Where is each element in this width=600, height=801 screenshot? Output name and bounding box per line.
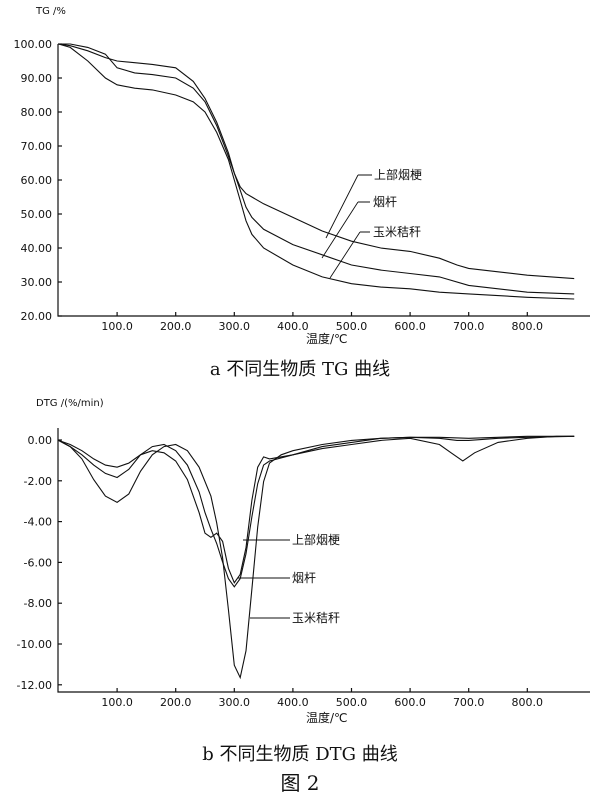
tg-caption: a 不同生物质 TG 曲线 [210, 359, 390, 380]
dtg-x-tick-label: 100.0 [101, 696, 133, 709]
tg-annotation-yangan: 烟杆 [373, 195, 397, 209]
dtg-y-ticks: 0.00 -2.00 -4.00 -6.00 -8.00 -10.00 -12.00 [17, 434, 62, 692]
tg-y-tick-label: 30.00 [21, 276, 53, 289]
dtg-y-tick-label: -6.00 [24, 556, 52, 569]
dtg-x-tick-label: 200.0 [160, 696, 192, 709]
dtg-y-tick-label: -8.00 [24, 597, 52, 610]
tg-chart: TG /% 100.00 90.00 80.00 70.00 60.00 50.00 40.… [14, 6, 590, 380]
dtg-x-tick-label: 700.0 [453, 696, 485, 709]
dtg-axes [57, 428, 590, 693]
dtg-y-tick-label: -12.00 [17, 679, 52, 692]
dtg-y-tick-label: -10.00 [17, 638, 52, 651]
dtg-series-line-shangbu [58, 435, 575, 584]
tg-y-ticks: 100.00 90.00 80.00 70.00 60.00 50.00 40.00 30.0… [14, 38, 62, 323]
tg-y-tick-label: 50.00 [21, 208, 53, 221]
dtg-x-ticks: 100.0 200.0 300.0 400.0 500.0 600.0 700.0 800.0 [101, 688, 543, 709]
tg-axes [57, 44, 590, 317]
dtg-x-tick-label: 500.0 [336, 696, 368, 709]
dtg-series-line-yumi [58, 435, 575, 680]
tg-y-unit: TG /% [35, 6, 66, 17]
tg-x-tick-label: 800.0 [512, 320, 544, 333]
dtg-x-tick-label: 600.0 [394, 696, 426, 709]
tg-y-tick-label: 40.00 [21, 242, 53, 255]
tg-x-tick-label: 400.0 [277, 320, 309, 333]
tg-x-tick-label: 200.0 [160, 320, 192, 333]
dtg-annotations: 上部烟梗 烟杆 玉米秸秆 [238, 532, 340, 625]
tg-series-line-yumi [58, 43, 575, 300]
tg-x-tick-label: 100.0 [101, 320, 133, 333]
tg-annotation-shangbu: 上部烟梗 [374, 167, 422, 182]
tg-x-label: 温度/℃ [306, 331, 348, 346]
dtg-y-tick-label: 0.00 [28, 434, 53, 447]
dtg-x-tick-label: 400.0 [277, 696, 309, 709]
tg-x-ticks: 100.0 200.0 300.0 400.0 500.0 600.0 700.0 800.0 [101, 312, 543, 333]
tg-y-tick-label: 70.00 [21, 140, 53, 153]
tg-leader-yumi [329, 231, 370, 279]
tg-x-tick-label: 600.0 [394, 320, 426, 333]
dtg-annotation-yangan: 烟杆 [292, 571, 316, 585]
dtg-caption: b 不同生物质 DTG 曲线 [202, 744, 398, 765]
dtg-y-unit: DTG /(%/min) [36, 398, 104, 409]
dtg-series-line-yangan [58, 435, 575, 588]
tg-annotations: 上部烟梗 烟杆 玉米秸秆 [321, 167, 422, 279]
dtg-y-tick-label: -2.00 [24, 475, 52, 488]
figure-label: 图 2 [280, 771, 319, 795]
tg-leader-shangbu [325, 174, 372, 239]
tg-x-tick-label: 700.0 [453, 320, 485, 333]
tg-x-tick-label: 300.0 [219, 320, 251, 333]
tg-series-line-yangan [58, 43, 575, 295]
dtg-x-tick-label: 300.0 [219, 696, 251, 709]
dtg-annotation-shangbu: 上部烟梗 [292, 532, 340, 547]
tg-y-tick-label: 60.00 [21, 174, 53, 187]
tg-x-tick-label: 500.0 [336, 320, 368, 333]
dtg-chart: DTG /(%/min) 0.00 -2.00 -4.00 -6.00 -8.00 -10… [17, 398, 590, 765]
dtg-y-tick-label: -4.00 [24, 516, 52, 529]
tg-y-tick-label: 80.00 [21, 106, 53, 119]
tg-annotation-yumi: 玉米秸秆 [373, 225, 421, 239]
dtg-annotation-yumi: 玉米秸秆 [292, 611, 340, 625]
tg-y-tick-label: 100.00 [14, 38, 53, 51]
tg-y-tick-label: 20.00 [21, 310, 53, 323]
dtg-x-tick-label: 800.0 [512, 696, 544, 709]
dtg-curves [58, 435, 575, 680]
tg-curves [58, 43, 575, 300]
tg-y-tick-label: 90.00 [21, 72, 53, 85]
tg-leader-yangan [321, 201, 370, 259]
tg-series-line-shangbu [58, 43, 575, 280]
dtg-x-label: 温度/℃ [306, 710, 348, 725]
